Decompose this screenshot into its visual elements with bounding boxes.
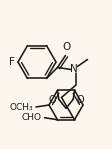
Text: F: F	[9, 57, 15, 67]
Text: CHO: CHO	[22, 113, 42, 122]
Text: O: O	[62, 42, 71, 52]
Text: O: O	[48, 95, 56, 105]
Text: OCH₃: OCH₃	[9, 103, 33, 111]
Text: N: N	[70, 65, 77, 74]
Text: O: O	[76, 95, 84, 105]
